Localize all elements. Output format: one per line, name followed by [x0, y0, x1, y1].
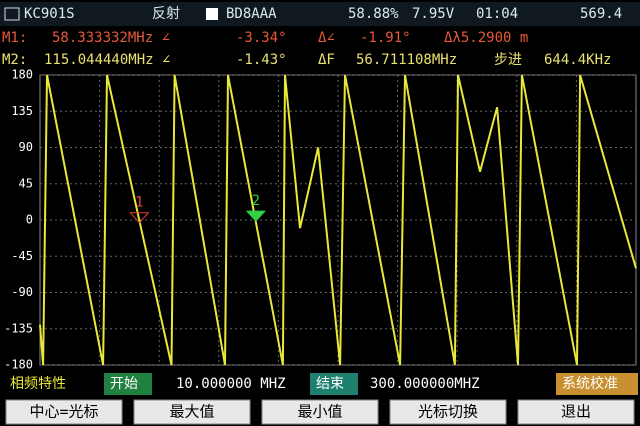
button[interactable] — [261, 399, 379, 425]
marker-row-2: M2: 115.044440MHz ∠ -1.43° ΔF 56.711108M… — [2, 52, 611, 68]
marker — [245, 210, 267, 222]
marker-row-1: M1: 58.333332MHz ∠ -3.34° Δ∠ -1.91° Δλ5.… — [2, 30, 528, 46]
mode: 反射 — [152, 6, 180, 22]
button-label[interactable]: 中心=光标 — [29, 403, 98, 421]
y-tick-label: -135 — [4, 321, 33, 335]
button[interactable] — [389, 399, 507, 425]
start-label: 开始 — [110, 376, 138, 392]
status-bar — [0, 2, 640, 26]
button[interactable] — [517, 399, 635, 425]
button-label[interactable]: 最小值 — [297, 403, 342, 421]
y-tick-label: -45 — [11, 249, 33, 263]
m2-delta-freq: 56.711108MHz — [356, 52, 457, 68]
m2-label: M2: — [2, 52, 27, 68]
button-label[interactable]: 退出 — [561, 403, 591, 421]
button-bar: 中心=光标 最大值 最小值 光标切换 退出 — [5, 399, 635, 425]
y-tick-label: 45 — [19, 176, 33, 190]
callsign: BD8AAA — [226, 6, 277, 22]
start-box — [104, 373, 152, 395]
stop-value: 300.000000MHZ — [370, 376, 480, 392]
marker — [129, 212, 150, 224]
stop-box — [310, 373, 358, 395]
y-tick-label: -180 — [4, 358, 33, 372]
marker-label: 1 — [135, 195, 143, 211]
footer-name: 相频特性 — [10, 376, 66, 392]
calib: 系统校准 — [562, 375, 618, 392]
m1-phase: -3.34° — [236, 30, 287, 46]
y-tick-label: 0 — [26, 213, 33, 227]
step-label: 步进 — [494, 52, 522, 68]
stop-label: 结束 — [316, 376, 344, 392]
plot: 180 135 90 45 0 -45 -90 -135 -180 1 2 — [4, 68, 637, 372]
m1-delta-label: Δ∠ — [318, 30, 335, 46]
calib-box — [556, 373, 638, 395]
m2-delta-label: ΔF — [318, 52, 335, 68]
square-icon — [206, 8, 218, 20]
y-tick-label: 180 — [11, 68, 33, 82]
y-tick-label: -90 — [11, 285, 33, 299]
m2-freq: 115.044440MHz ∠ — [44, 52, 170, 68]
m1-lambda: Δλ5.2900 m — [444, 30, 528, 46]
button-label[interactable]: 光标切换 — [418, 403, 478, 421]
phase-trace — [39, 74, 637, 366]
m1-delta: -1.91° — [360, 30, 411, 46]
button[interactable] — [5, 399, 123, 425]
step: 644.4KHz — [544, 52, 611, 68]
start-value: 10.000000 MHZ — [176, 376, 286, 392]
time: 01:04 — [476, 6, 518, 22]
m1-label: M1: — [2, 30, 27, 46]
voltage: 7.95V — [412, 6, 455, 22]
model: KC901S — [24, 6, 75, 22]
y-tick-label: 90 — [19, 140, 33, 154]
button[interactable] — [133, 399, 251, 425]
marker-label: 2 — [252, 193, 260, 209]
button-label[interactable]: 最大值 — [169, 403, 214, 421]
y-tick-label: 135 — [11, 104, 33, 118]
battery: 58.88% — [348, 6, 399, 22]
logo-icon — [4, 7, 20, 21]
m2-phase: -1.43° — [236, 52, 287, 68]
extra: 569.4 — [580, 6, 622, 22]
m1-freq: 58.333332MHz ∠ — [52, 30, 170, 46]
